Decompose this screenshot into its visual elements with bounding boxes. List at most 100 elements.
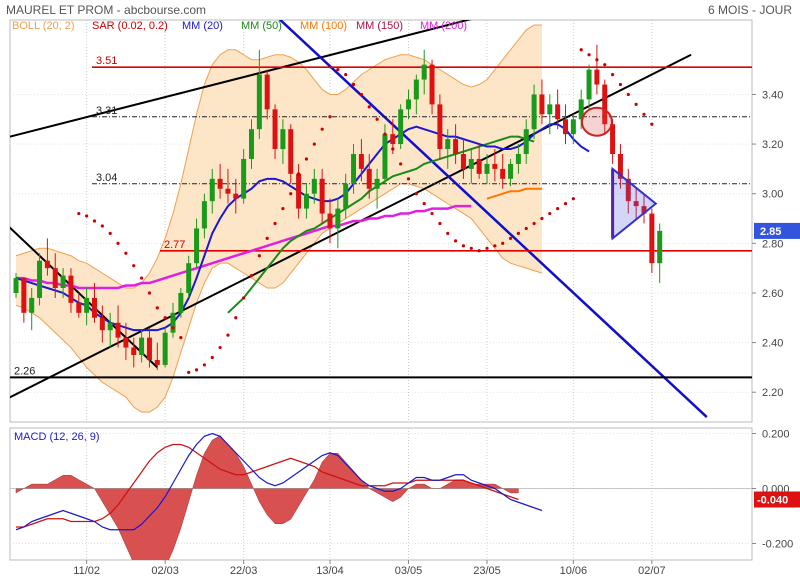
candle-body — [76, 302, 82, 313]
sar-dot — [155, 306, 159, 310]
macd-plot-area — [10, 432, 752, 560]
legend-item: SAR (0.02, 0.2) — [92, 20, 168, 32]
sar-dot — [273, 221, 277, 226]
candle-body — [233, 193, 239, 199]
y-tick-label: 3.00 — [762, 189, 783, 201]
level-label: 2.26 — [14, 365, 35, 377]
macd-last-badge — [754, 491, 800, 508]
candle-body — [194, 228, 200, 264]
candle-body — [249, 129, 254, 159]
candle-body — [115, 322, 121, 338]
sar-dot — [406, 177, 411, 181]
candle-body — [641, 206, 647, 214]
candle-body — [319, 178, 325, 214]
y-tick-label: 2.40 — [762, 338, 783, 350]
sar-dot — [469, 246, 473, 250]
candle-body — [264, 74, 270, 110]
candle-body — [280, 129, 286, 150]
legend-item: MM (100) — [300, 20, 347, 32]
y-tick-label: 2.60 — [762, 288, 783, 300]
sar-dot — [210, 355, 214, 360]
candle-body — [406, 99, 411, 110]
candle-body — [625, 178, 631, 202]
mm100-line — [486, 187, 542, 200]
candle-body — [13, 278, 19, 293]
candle-body — [107, 322, 113, 331]
candle-body — [570, 119, 576, 135]
bollinger-band — [16, 24, 542, 413]
candle-body — [162, 332, 168, 365]
sar-dot — [163, 316, 167, 320]
candle-body — [468, 158, 474, 169]
candle-body — [382, 134, 388, 179]
candle-body — [44, 260, 50, 269]
candle-body — [99, 317, 105, 331]
candle-body — [217, 178, 223, 189]
sar-dot — [611, 72, 615, 77]
sar-dot — [422, 202, 426, 206]
candle-body — [508, 163, 514, 179]
candle-body — [578, 99, 584, 120]
candle-body — [256, 74, 262, 130]
sar-dot — [540, 216, 544, 221]
sar-dot — [171, 326, 175, 330]
sar-dot — [194, 368, 199, 372]
sar-dot — [532, 221, 536, 226]
sar-dot — [312, 142, 316, 146]
sar-dot — [399, 162, 403, 166]
candle-body — [657, 230, 663, 264]
sar-dot — [226, 333, 230, 337]
sar-dot — [124, 251, 128, 255]
candle-body — [37, 260, 43, 298]
sar-dot — [304, 157, 309, 161]
candle-body — [351, 154, 357, 184]
sar-dot — [493, 244, 497, 248]
sar-dot — [242, 296, 246, 300]
sar-dot — [603, 63, 607, 67]
sar-dot — [147, 291, 152, 295]
sar-dot — [328, 115, 332, 119]
sar-dot — [351, 82, 356, 87]
candle-body — [633, 201, 639, 207]
candle-body — [374, 178, 380, 189]
candle-body — [563, 119, 568, 135]
candle-body — [460, 154, 466, 169]
x-tick-label: 02/03 — [151, 565, 179, 577]
x-tick-label: 10/06 — [560, 565, 588, 577]
sar-dot — [320, 127, 324, 131]
sar-dot — [383, 132, 387, 136]
candle-body — [547, 104, 553, 115]
sar-dot — [179, 336, 183, 340]
chart-period: 6 MOIS - JOUR — [708, 3, 792, 17]
candle-body — [594, 69, 600, 85]
highlight-ellipse — [580, 106, 613, 137]
candle-body — [131, 347, 137, 355]
sar-dot — [501, 241, 505, 245]
candle-body — [186, 263, 192, 293]
sar-dot — [257, 254, 261, 258]
sar-dot — [650, 122, 654, 126]
candle-body — [335, 208, 341, 229]
candle-body — [296, 173, 302, 209]
candle-body — [421, 64, 427, 80]
sar-dot — [100, 224, 104, 228]
candle-body — [52, 268, 58, 288]
macd-tick-label: -0.200 — [762, 539, 793, 551]
y-tick-label: 3.40 — [762, 89, 783, 101]
sar-dot — [477, 249, 481, 253]
macd-histogram — [15, 435, 519, 560]
sar-dot — [485, 246, 489, 250]
level-label: 2.77 — [164, 239, 185, 251]
candle-body — [21, 278, 27, 313]
candle-body — [437, 104, 443, 150]
y-tick-label: 2.80 — [762, 238, 783, 250]
candle-body — [515, 154, 521, 164]
x-tick-label: 03/05 — [395, 565, 423, 577]
sar-dot — [344, 72, 348, 77]
candle-body — [123, 337, 129, 348]
candle-body — [649, 213, 655, 264]
level-label: 3.31 — [96, 105, 117, 117]
candle-body — [602, 84, 608, 125]
x-tick-label: 13/04 — [316, 565, 344, 577]
candle-body — [398, 109, 404, 145]
